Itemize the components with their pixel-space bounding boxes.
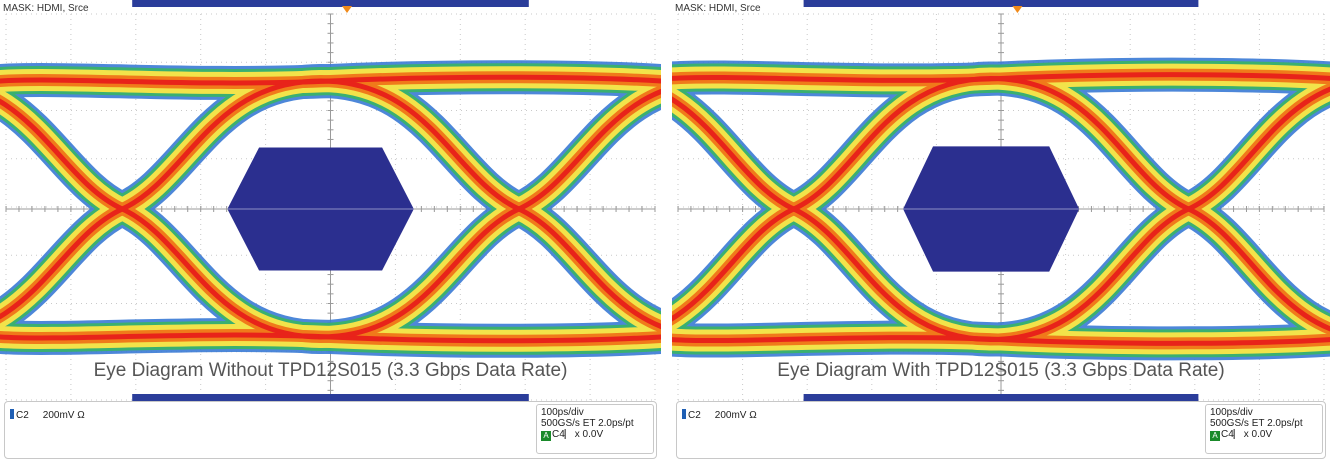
chart-caption: Eye Diagram Without TPD12S015 (3.3 Gbps … — [94, 360, 568, 381]
eye-diagram-plot: Eye Diagram With TPD12S015 (3.3 Gbps Dat… — [672, 0, 1330, 401]
scope-panel-with: Eye Diagram With TPD12S015 (3.3 Gbps Dat… — [672, 0, 1330, 461]
trace-rising-edge — [0, 78, 324, 320]
trigger-arrow-icon — [342, 6, 353, 13]
trace-layer — [0, 74, 661, 344]
mask-label: MASK: HDMI, Srce — [675, 3, 761, 14]
eye-traces — [0, 60, 661, 358]
timebase-readout[interactable]: 100ps/div 500GS/s ET 2.0ps/pt A C4⎸x 0.0V — [536, 404, 654, 454]
chart-caption: Eye Diagram With TPD12S015 (3.3 Gbps Dat… — [777, 360, 1224, 381]
trace-rising-edge — [318, 88, 661, 340]
channel-scale: 200mV Ω — [42, 410, 85, 421]
channel-name: C2 — [688, 410, 701, 421]
bottom-marker-bar — [132, 394, 529, 401]
status-bar: C2 200mV Ω 100ps/div 500GS/s ET 2.0ps/pt … — [676, 401, 1326, 459]
trace-rising-edge — [672, 75, 994, 322]
time-per-div: 100ps/div — [1210, 407, 1253, 418]
sample-rate: 500GS/s ET 2.0ps/pt — [1210, 418, 1303, 429]
top-marker-bar — [803, 0, 1199, 7]
eye-diagram-plot: Eye Diagram Without TPD12S015 (3.3 Gbps … — [0, 0, 661, 401]
channel-readout[interactable]: C2 200mV Ω — [10, 409, 85, 421]
eye-traces — [672, 57, 1330, 361]
mask-label: MASK: HDMI, Srce — [3, 3, 89, 14]
trigger-level: C4⎸x 0.0V — [1221, 429, 1273, 440]
channel-name: C2 — [16, 410, 29, 421]
sample-rate: 500GS/s ET 2.0ps/pt — [541, 418, 634, 429]
trigger-level: C4⎸x 0.0V — [552, 429, 604, 440]
trigger-channel-icon: A — [541, 431, 551, 441]
channel-color-marker — [682, 409, 686, 419]
scope-panel-without: Eye Diagram Without TPD12S015 (3.3 Gbps … — [0, 0, 661, 461]
trace-layer — [672, 72, 1330, 346]
channel-color-marker — [10, 409, 14, 419]
trace-rising-edge — [988, 86, 1330, 343]
trigger-arrow-icon — [1012, 6, 1023, 13]
channel-readout[interactable]: C2 200mV Ω — [682, 409, 757, 421]
bottom-marker-bar — [803, 394, 1199, 401]
time-per-div: 100ps/div — [541, 407, 584, 418]
channel-scale: 200mV Ω — [714, 410, 757, 421]
status-bar: C2 200mV Ω 100ps/div 500GS/s ET 2.0ps/pt … — [4, 401, 657, 459]
top-marker-bar — [132, 0, 529, 7]
trigger-channel-icon: A — [1210, 431, 1220, 441]
timebase-readout[interactable]: 100ps/div 500GS/s ET 2.0ps/pt A C4⎸x 0.0V — [1205, 404, 1323, 454]
